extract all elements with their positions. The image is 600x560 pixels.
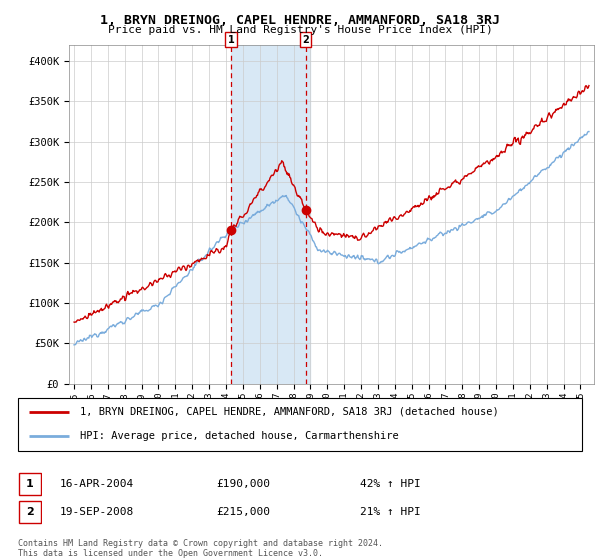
Text: 21% ↑ HPI: 21% ↑ HPI <box>360 507 421 517</box>
Text: 1: 1 <box>227 35 234 45</box>
Text: 2: 2 <box>26 507 34 517</box>
Text: 1: 1 <box>26 479 34 489</box>
Text: Price paid vs. HM Land Registry's House Price Index (HPI): Price paid vs. HM Land Registry's House … <box>107 25 493 35</box>
Text: 1, BRYN DREINOG, CAPEL HENDRE, AMMANFORD, SA18 3RJ (detached house): 1, BRYN DREINOG, CAPEL HENDRE, AMMANFORD… <box>80 407 499 417</box>
Bar <box>231 45 310 384</box>
Text: 2: 2 <box>302 35 309 45</box>
Text: Contains HM Land Registry data © Crown copyright and database right 2024.
This d: Contains HM Land Registry data © Crown c… <box>18 539 383 558</box>
Text: £215,000: £215,000 <box>216 507 270 517</box>
Text: £190,000: £190,000 <box>216 479 270 489</box>
Text: 19-SEP-2008: 19-SEP-2008 <box>60 507 134 517</box>
FancyBboxPatch shape <box>19 501 41 524</box>
Text: 42% ↑ HPI: 42% ↑ HPI <box>360 479 421 489</box>
Text: HPI: Average price, detached house, Carmarthenshire: HPI: Average price, detached house, Carm… <box>80 431 399 441</box>
FancyBboxPatch shape <box>18 398 582 451</box>
FancyBboxPatch shape <box>19 473 41 496</box>
Text: 1, BRYN DREINOG, CAPEL HENDRE, AMMANFORD, SA18 3RJ: 1, BRYN DREINOG, CAPEL HENDRE, AMMANFORD… <box>100 14 500 27</box>
Text: 16-APR-2004: 16-APR-2004 <box>60 479 134 489</box>
